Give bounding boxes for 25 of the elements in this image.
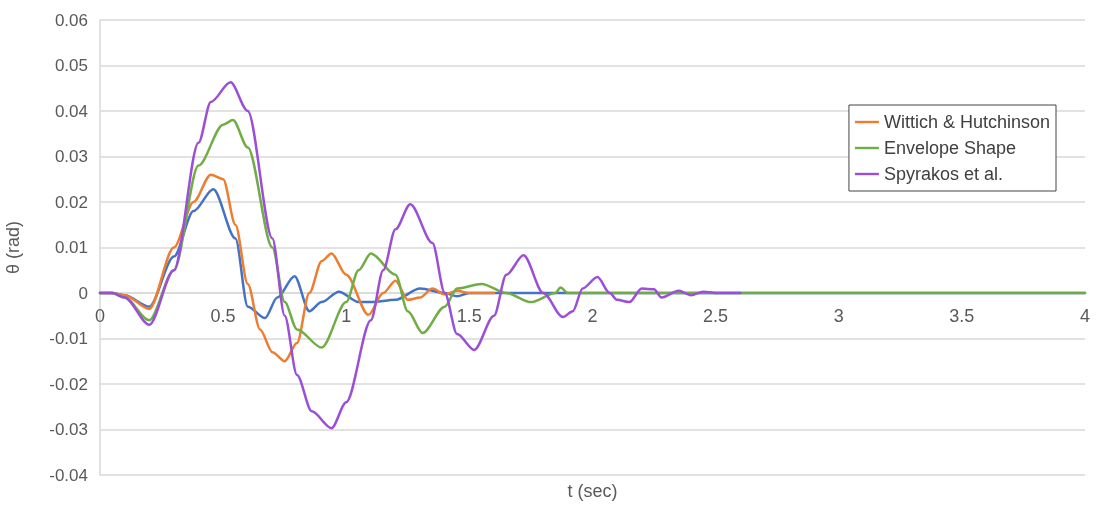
x-tick-label: 1.5 [456,306,482,326]
y-tick-label: 0.04 [54,101,88,121]
y-tick-label: 0.01 [54,238,88,257]
x-tick-label: 3.5 [949,306,975,326]
y-tick-label: -0.03 [49,420,88,439]
x-tick-label: 3 [833,306,844,326]
y-tick-label: 0.06 [54,10,88,30]
x-axis-title: t (sec) [567,481,618,501]
legend-label: Envelope Shape [883,138,1017,158]
x-tick-label: 0.5 [210,306,236,326]
x-tick-label: 2.5 [703,306,729,326]
x-tick-label: 2 [587,306,598,326]
y-axis-title: θ (rad) [3,220,23,275]
y-tick-label: -0.02 [49,374,88,394]
y-tick-label: 0 [78,283,88,303]
y-tick-label: 0.03 [54,147,88,166]
x-tick-label: 1 [341,306,352,326]
y-tick-label: 0.02 [54,192,88,212]
y-tick-label: -0.01 [49,329,88,348]
y-tick-label: -0.04 [49,465,88,485]
legend-label: Wittich & Hutchinson [883,112,1050,132]
x-tick-label: 4 [1079,306,1091,326]
legend-label: Spyrakos et al. [883,164,1003,184]
y-tick-label: 0.05 [54,56,88,75]
x-tick-label: 0 [94,306,106,326]
